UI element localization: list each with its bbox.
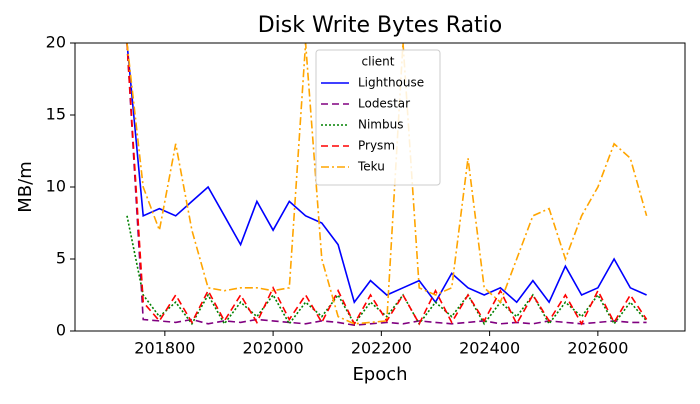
series-line bbox=[126, 43, 648, 326]
legend-label: Lodestar bbox=[358, 97, 410, 111]
y-axis-label: MB/m bbox=[15, 161, 36, 212]
y-tick-label: 5 bbox=[56, 249, 66, 268]
x-tick-label: 202200 bbox=[351, 339, 412, 358]
x-tick-label: 202400 bbox=[459, 339, 520, 358]
y-tick-label: 20 bbox=[46, 33, 66, 52]
x-tick-label: 201800 bbox=[134, 339, 195, 358]
series-line bbox=[126, 215, 648, 326]
chart-title: Disk Write Bytes Ratio bbox=[258, 13, 503, 38]
legend-label: Prysm bbox=[358, 139, 395, 153]
series-line bbox=[126, 43, 647, 304]
legend: client Lighthouse Lodestar Nimbus Prysm Teku bbox=[315, 49, 441, 186]
series-group bbox=[126, 43, 648, 327]
y-tick-label: 0 bbox=[56, 321, 66, 340]
x-axis-label: Epoch bbox=[352, 364, 407, 385]
legend-label: Teku bbox=[357, 160, 385, 174]
legend-label: Nimbus bbox=[358, 118, 403, 132]
y-tick-label: 10 bbox=[46, 177, 66, 196]
series-line bbox=[126, 43, 648, 325]
x-tick-label: 202600 bbox=[567, 339, 628, 358]
x-tick-label: 202000 bbox=[243, 339, 304, 358]
plot-frame bbox=[74, 42, 686, 332]
legend-label: Lighthouse bbox=[358, 76, 424, 90]
legend-title: client bbox=[362, 55, 395, 69]
y-tick-label: 15 bbox=[46, 105, 66, 124]
